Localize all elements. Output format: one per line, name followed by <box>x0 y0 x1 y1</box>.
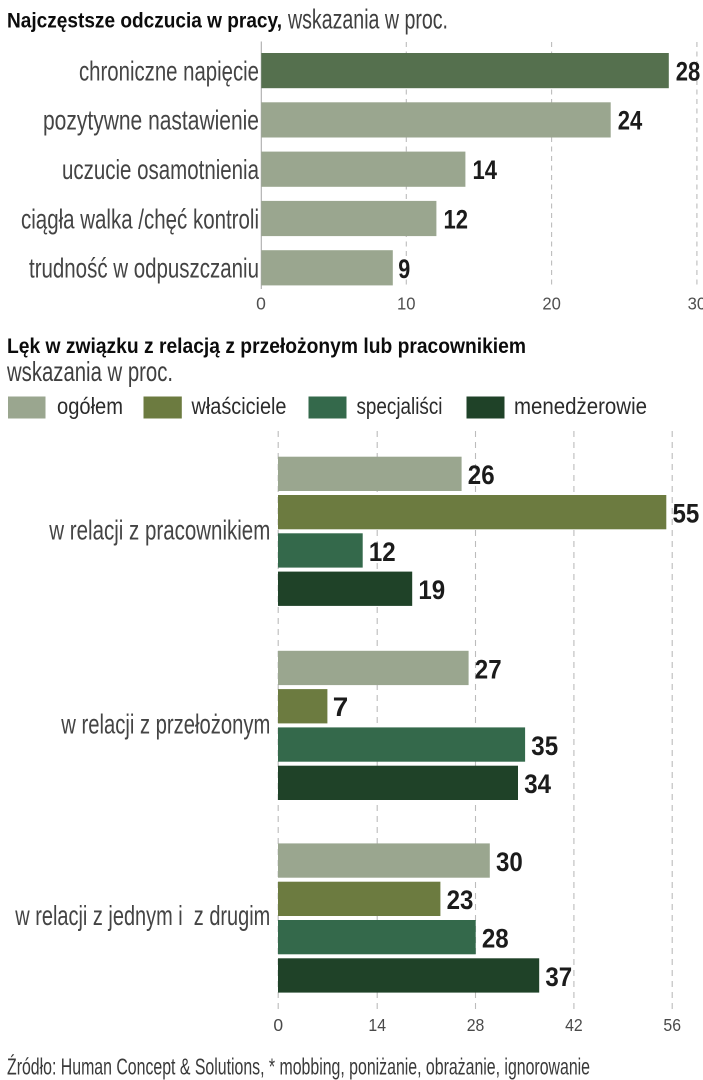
svg-text:27: 27 <box>475 654 502 684</box>
svg-text:35: 35 <box>531 731 558 761</box>
svg-text:uczucie osamotnienia: uczucie osamotnienia <box>62 154 259 185</box>
svg-text:specjaliści: specjaliści <box>357 393 443 419</box>
svg-text:28: 28 <box>467 1015 485 1035</box>
svg-text:chroniczne napięcie: chroniczne napięcie <box>79 55 259 86</box>
svg-text:37: 37 <box>545 962 572 992</box>
svg-text:Lęk w związku z relacją z prze: Lęk w związku z relacją z przełożonym lu… <box>7 334 526 358</box>
svg-text:12: 12 <box>444 204 469 234</box>
svg-text:menedżerowie: menedżerowie <box>514 393 647 419</box>
svg-text:9: 9 <box>398 254 410 284</box>
svg-text:12: 12 <box>369 537 396 567</box>
svg-text:28: 28 <box>676 56 701 86</box>
svg-text:28: 28 <box>482 924 509 954</box>
svg-text:pozytywne nastawienie: pozytywne nastawienie <box>43 105 259 136</box>
svg-text:trudność w odpuszczaniu: trudność w odpuszczaniu <box>29 253 259 284</box>
svg-text:0: 0 <box>256 294 266 314</box>
svg-text:właściciele: właściciele <box>191 393 287 419</box>
svg-text:10: 10 <box>397 294 416 314</box>
svg-text:w relacji z przełożonym: w relacji z przełożonym <box>61 708 271 739</box>
svg-text:Źródło: Human Concept & Soluti: Źródło: Human Concept & Solutions, * mob… <box>7 1054 590 1080</box>
svg-text:w relacji z pracownikiem: w relacji z pracownikiem <box>49 515 271 546</box>
svg-text:24: 24 <box>618 106 643 136</box>
svg-text:23: 23 <box>447 885 474 915</box>
svg-text:34: 34 <box>524 769 551 799</box>
svg-text:56: 56 <box>663 1015 681 1035</box>
svg-text:w relacji z jednym i z drugim: w relacji z jednym i z drugim <box>15 900 271 931</box>
svg-text:wskazania w proc.: wskazania w proc. <box>287 4 448 35</box>
svg-text:14: 14 <box>368 1015 386 1035</box>
svg-text:30: 30 <box>496 847 523 877</box>
svg-text:0: 0 <box>273 1015 283 1035</box>
svg-text:14: 14 <box>473 155 498 185</box>
svg-text:42: 42 <box>565 1015 583 1035</box>
svg-text:wskazania w proc.: wskazania w proc. <box>6 356 173 387</box>
svg-text:20: 20 <box>542 294 561 314</box>
svg-text:26: 26 <box>468 460 495 490</box>
svg-text:ciągła walka /chęć kontroli: ciągła walka /chęć kontroli <box>21 203 259 234</box>
svg-text:ogółem: ogółem <box>57 393 123 419</box>
svg-text:Najczęstsze odczucia w pracy,: Najczęstsze odczucia w pracy, <box>7 9 282 33</box>
svg-text:30: 30 <box>688 294 703 314</box>
svg-text:55: 55 <box>673 499 700 529</box>
svg-text:7: 7 <box>333 692 349 722</box>
svg-text:19: 19 <box>418 575 445 605</box>
